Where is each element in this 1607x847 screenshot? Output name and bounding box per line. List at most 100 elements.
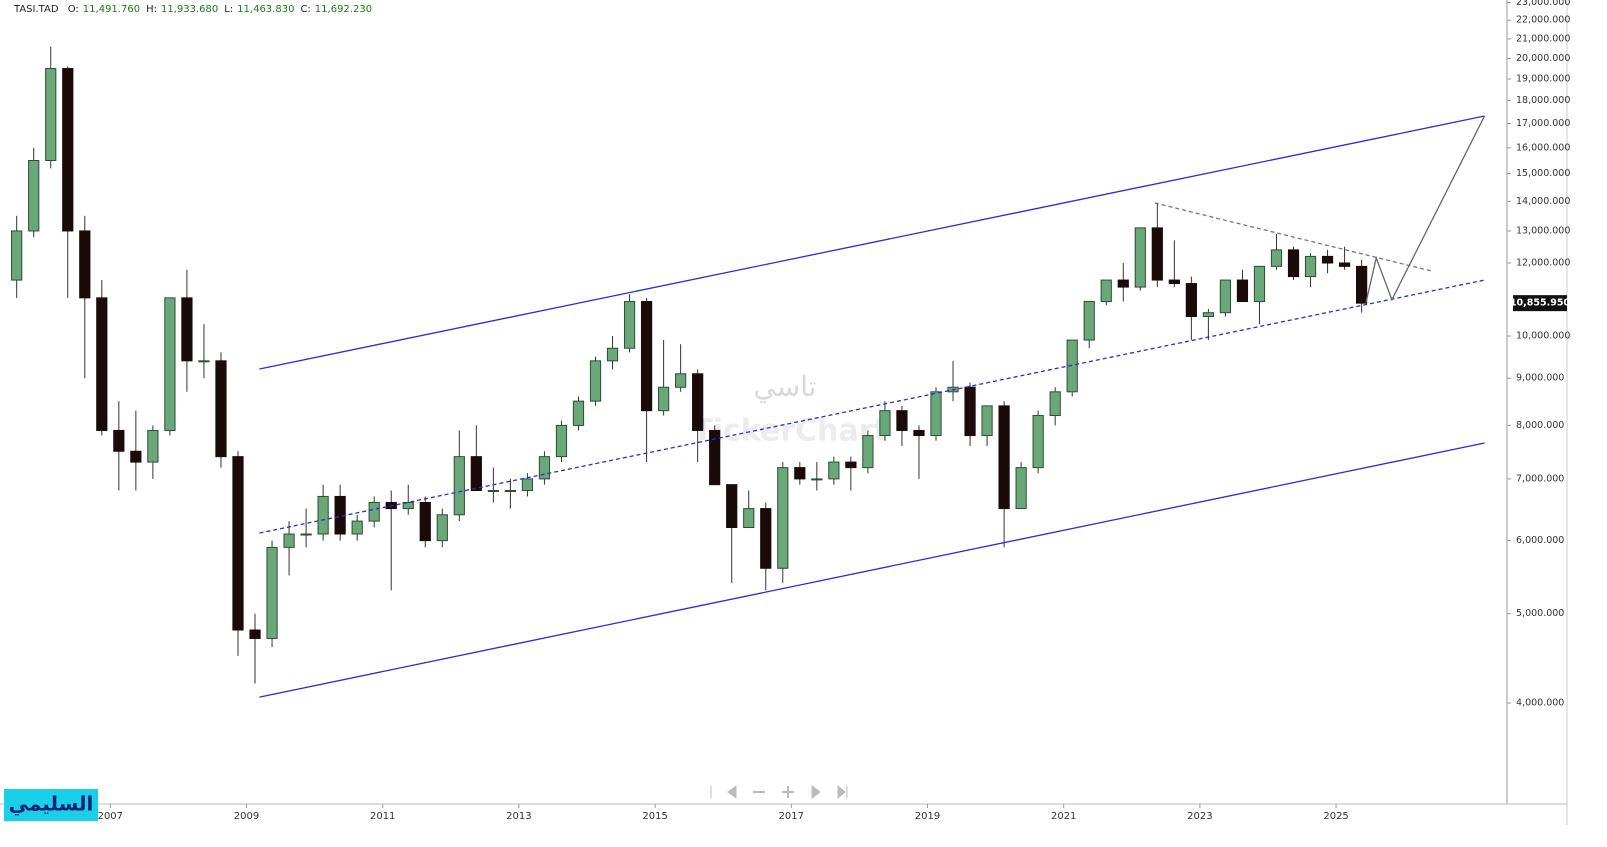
candle-body xyxy=(470,456,482,492)
candle-body xyxy=(164,297,176,431)
candle-body xyxy=(45,68,57,162)
y-tick-label: 17,000.000 xyxy=(1516,118,1570,129)
candle-body xyxy=(1151,227,1163,281)
candle-body xyxy=(266,546,278,639)
candle-body xyxy=(368,501,380,522)
y-tick-label: 12,000.000 xyxy=(1516,258,1570,269)
candle-body xyxy=(215,360,227,458)
y-tick-label: 22,000.000 xyxy=(1516,15,1570,26)
candle-body xyxy=(283,533,295,548)
candle-body xyxy=(436,514,448,542)
candle-body xyxy=(1338,262,1351,267)
candle-body xyxy=(896,410,908,431)
x-tick-label: 2023 xyxy=(1187,811,1212,822)
candle-body xyxy=(1117,279,1129,288)
candle-body xyxy=(1219,279,1232,314)
candle-body xyxy=(743,508,755,529)
trendline xyxy=(1154,202,1433,272)
candle-body xyxy=(589,360,602,402)
trendline xyxy=(259,115,1485,370)
trendline xyxy=(1365,115,1486,303)
candle-body xyxy=(675,373,687,388)
symbol: TASI.TAD xyxy=(14,4,59,15)
y-tick-label: 23,000.000 xyxy=(1516,0,1570,8)
y-tick-label: 19,000.000 xyxy=(1516,73,1570,84)
x-tick-label: 2017 xyxy=(779,811,804,822)
y-tick-label: 21,000.000 xyxy=(1516,33,1570,44)
x-tick-label: 2021 xyxy=(1051,811,1076,822)
field-value: 11,692.230 xyxy=(314,4,373,15)
candle-body xyxy=(1202,312,1214,317)
last-price-label: 10,855.950 xyxy=(1510,298,1570,309)
candle-body xyxy=(998,405,1010,510)
field-value: 11,491.760 xyxy=(82,4,141,15)
candle-body xyxy=(777,467,789,569)
candle-body xyxy=(1032,415,1044,469)
y-tick-label: 10,000.000 xyxy=(1516,331,1570,342)
candle-body xyxy=(692,373,704,431)
candle-body xyxy=(62,68,74,232)
candle-body xyxy=(1304,255,1317,278)
candle-body xyxy=(1287,249,1300,278)
candle-body xyxy=(28,160,40,232)
candle-body xyxy=(1134,227,1146,288)
y-tick-label: 15,000.000 xyxy=(1516,168,1570,179)
ohlc-header: TASI.TAD O: 11,491.760 H: 11,933.680 L: 11,46… xyxy=(14,4,378,15)
watermark-arabic: تاسي xyxy=(753,370,816,403)
candle-body xyxy=(760,508,772,569)
candle-body xyxy=(811,478,823,481)
candle-body xyxy=(828,461,840,480)
candle-body xyxy=(487,490,499,493)
candle-body xyxy=(572,400,585,426)
candle-body xyxy=(1083,301,1095,341)
y-tick-label: 14,000.000 xyxy=(1516,196,1570,207)
candle-body xyxy=(300,533,312,536)
candle-body xyxy=(249,629,261,639)
trendline xyxy=(259,279,1485,534)
field-label: C: xyxy=(300,4,311,15)
last-price-box xyxy=(1513,295,1567,312)
x-tick-label: 2025 xyxy=(1323,811,1348,822)
candle-body xyxy=(402,501,414,510)
x-tick-label: 2019 xyxy=(915,811,940,822)
watermark-brand: TickerChart xyxy=(692,414,888,449)
x-tick-label: 2011 xyxy=(370,811,395,822)
candle-body xyxy=(1015,467,1027,510)
y-tick-label: 7,000.000 xyxy=(1516,473,1564,484)
candle-body xyxy=(1236,279,1249,303)
candle-body xyxy=(1066,339,1078,393)
candle-body xyxy=(606,347,619,362)
x-tick-label: 2007 xyxy=(98,811,123,822)
x-tick-label: 2015 xyxy=(642,811,667,822)
candle-body xyxy=(147,429,159,463)
x-tick-label: 2013 xyxy=(506,811,531,822)
candle-body xyxy=(11,230,23,281)
candle-body xyxy=(658,386,670,412)
candle-body xyxy=(845,461,857,469)
candle-body xyxy=(555,424,568,458)
candle-body xyxy=(1185,283,1197,317)
candle-body xyxy=(79,230,91,299)
y-tick-label: 4,000.000 xyxy=(1516,698,1564,709)
y-tick-label: 20,000.000 xyxy=(1516,53,1570,64)
candle-body xyxy=(709,429,721,486)
candle-body xyxy=(862,435,874,469)
candle-body xyxy=(317,495,329,535)
field-value: 11,463.830 xyxy=(237,4,295,15)
y-tick-label: 5,000.000 xyxy=(1516,608,1564,619)
candle-body xyxy=(1049,391,1061,417)
field-label: H: xyxy=(146,4,157,15)
candle-body xyxy=(1321,255,1334,264)
candle-body xyxy=(640,301,653,412)
field-label: L: xyxy=(224,4,234,15)
candle-body xyxy=(930,391,942,437)
nav-controls[interactable] xyxy=(710,784,848,800)
candle-body xyxy=(198,360,210,363)
candle-body xyxy=(794,467,806,480)
candle-body xyxy=(453,456,465,516)
candle-body xyxy=(964,386,976,437)
candle-body xyxy=(1168,279,1180,285)
y-tick-label: 13,000.000 xyxy=(1516,225,1570,236)
y-tick-label: 9,000.000 xyxy=(1516,373,1564,384)
